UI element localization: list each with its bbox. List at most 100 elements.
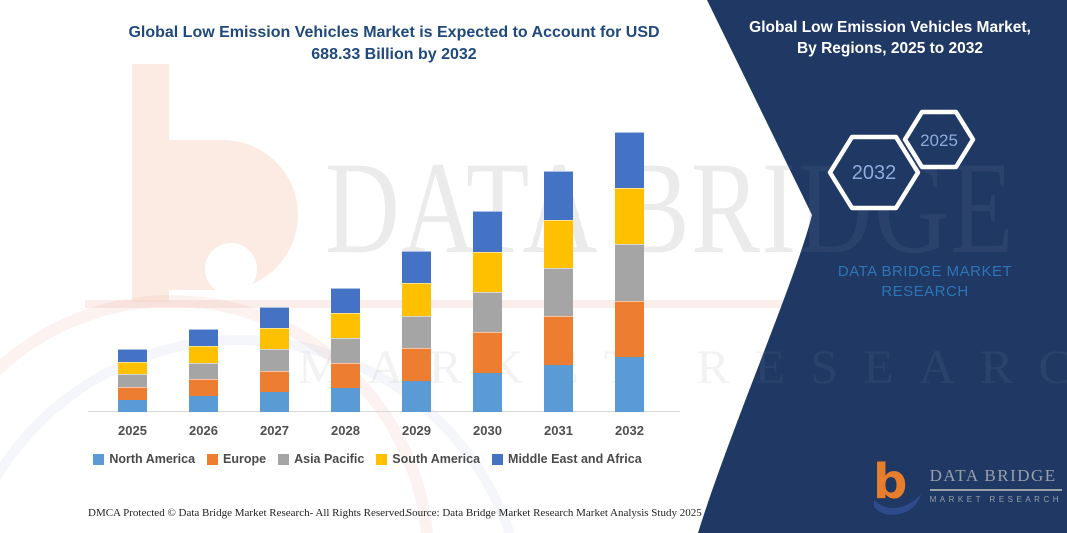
bar-segment-2032-north-america — [615, 356, 644, 412]
bar-segment-2030-north-america — [473, 372, 502, 412]
hexagon-2032-label: 2032 — [852, 162, 897, 184]
footer-dmca-text: DMCA Protected © Data Bridge Market Rese… — [88, 507, 408, 519]
bar-segment-2026-middle-east-and-africa — [189, 328, 218, 346]
bar-segment-2026-north-america — [189, 396, 218, 412]
chart-legend: North America Europe Asia Pacific South Ame… — [45, 452, 690, 466]
side-panel-shape — [698, 0, 1067, 533]
x-axis-label-2032: 2032 — [615, 423, 644, 438]
bar-segment-2028-asia-pacific — [331, 338, 360, 364]
bar-segment-2030-middle-east-and-africa — [473, 211, 502, 252]
bar-segment-2025-north-america — [118, 400, 147, 412]
bar-segment-2030-south-america — [473, 251, 502, 292]
bar-segment-2030-asia-pacific — [473, 291, 502, 333]
legend-label: Europe — [223, 452, 267, 466]
bar-segment-2032-europe — [615, 300, 644, 357]
legend-label: North America — [109, 452, 196, 466]
bar-segment-2029-europe — [402, 348, 431, 381]
bar-segment-2027-europe — [260, 370, 289, 392]
x-axis-line — [88, 411, 680, 412]
bar-segment-2031-asia-pacific — [544, 268, 573, 317]
stacked-bar-2030 — [473, 211, 502, 412]
x-axis-label-2026: 2026 — [189, 423, 218, 438]
logo-swoosh — [874, 494, 921, 515]
bar-segment-2027-asia-pacific — [260, 349, 289, 371]
x-axis-label-2025: 2025 — [118, 423, 147, 438]
x-axis-label-2028: 2028 — [331, 423, 360, 438]
bar-segment-2029-asia-pacific — [402, 315, 431, 349]
panel-brand-text: DATA BRIDGE MARKET RESEARCH — [837, 263, 1013, 300]
watermark-logo-bar — [132, 64, 169, 302]
panel-title-line2: By Regions, 2025 to 2032 — [796, 40, 984, 57]
bar-segment-2029-middle-east-and-africa — [402, 250, 431, 284]
x-axis-label-2029: 2029 — [402, 423, 431, 438]
legend-label: Middle East and Africa — [508, 452, 642, 466]
bar-segment-2028-europe — [331, 363, 360, 389]
hexagon-2032 — [827, 134, 921, 211]
bar-segment-2026-south-america — [189, 345, 218, 363]
watermark-band — [85, 300, 790, 308]
legend-label: Asia Pacific — [294, 452, 365, 466]
chart-title-line1: Global Low Emission Vehicles Market is E… — [128, 24, 660, 41]
bar-segment-2032-south-america — [615, 188, 644, 245]
bar-segment-2031-europe — [544, 316, 573, 365]
bar-segment-2027-south-america — [260, 328, 289, 350]
bar-segment-2027-middle-east-and-africa — [260, 306, 289, 329]
legend-swatch-icon — [207, 453, 219, 465]
bar-segment-2027-north-america — [260, 391, 289, 412]
legend-swatch-icon — [376, 453, 388, 465]
bar-segment-2029-north-america — [402, 380, 431, 412]
stacked-bar-2029 — [402, 250, 431, 412]
legend-item-europe: Europe — [207, 452, 266, 466]
legend-swatch-icon — [278, 453, 290, 465]
logo-text-block: DATA BRIDGE MARKET RESEARCH — [929, 466, 1062, 504]
bar-segment-2032-middle-east-and-africa — [615, 132, 644, 189]
hexagon-2025 — [902, 109, 976, 170]
bar-segment-2031-middle-east-and-africa — [544, 171, 573, 220]
bar-segment-2031-north-america — [544, 364, 573, 412]
logo-subtitle: MARKET RESEARCH — [929, 495, 1062, 504]
legend-item-south-america: South America — [376, 452, 480, 466]
legend-item-asia-pacific: Asia Pacific — [278, 452, 364, 466]
year-hexagons: 2032 2025 — [827, 109, 976, 211]
x-axis-label-2027: 2027 — [260, 423, 289, 438]
bar-segment-2025-europe — [118, 387, 147, 401]
stacked-bar-2026 — [189, 328, 218, 412]
bar-segment-2030-europe — [473, 332, 502, 373]
bar-segment-2028-middle-east-and-africa — [331, 288, 360, 314]
legend-label: South America — [392, 452, 481, 466]
stacked-bar-2027 — [260, 306, 289, 412]
bar-segment-2028-south-america — [331, 313, 360, 339]
bar-segment-2032-asia-pacific — [615, 244, 644, 301]
panel-title: Global Low Emission Vehicles Market, By … — [725, 17, 1055, 59]
stacked-bar-2025 — [118, 348, 147, 412]
bar-segment-2031-south-america — [544, 219, 573, 269]
x-axis-label-2031: 2031 — [544, 423, 573, 438]
bar-segment-2025-middle-east-and-africa — [118, 348, 147, 362]
company-logo-icon: b — [873, 458, 921, 515]
bar-segment-2025-asia-pacific — [118, 374, 147, 388]
hexagon-2025-label: 2025 — [920, 131, 958, 150]
bar-segment-2029-south-america — [402, 283, 431, 316]
bar-segment-2026-asia-pacific — [189, 362, 218, 380]
legend-swatch-icon — [93, 453, 105, 465]
company-logo: b DATA BRIDGE MARKET RESEARCH — [872, 458, 1062, 516]
panel-title-line1: Global Low Emission Vehicles Market, — [749, 19, 1031, 36]
footer-source-text: Source: Data Bridge Market Research Mark… — [406, 507, 702, 519]
stacked-bar-2031 — [544, 171, 573, 412]
logo-b-glyph: b — [873, 458, 907, 510]
stacked-bar-2032 — [615, 132, 644, 412]
chart-title-line2: 688.33 Billion by 2032 — [311, 46, 477, 63]
bar-segment-2025-south-america — [118, 361, 147, 375]
logo-name: DATA BRIDGE — [929, 466, 1062, 491]
x-axis-label-2030: 2030 — [473, 423, 502, 438]
legend-item-north-america: North America — [93, 452, 195, 466]
stacked-bar-2028 — [331, 288, 360, 412]
legend-swatch-icon — [492, 453, 504, 465]
bar-segment-2026-europe — [189, 379, 218, 397]
watermark-logo-hole — [205, 243, 257, 295]
bar-segment-2028-north-america — [331, 388, 360, 412]
chart-title: Global Low Emission Vehicles Market is E… — [88, 22, 700, 66]
legend-item-middle-east-and-africa: Middle East and Africa — [492, 452, 642, 466]
